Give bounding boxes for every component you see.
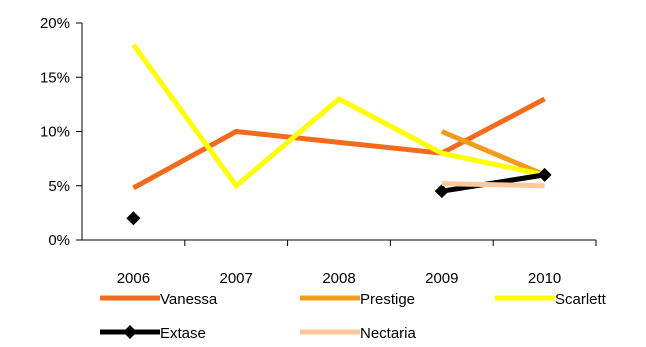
x-tick-label: 2010 <box>528 270 561 287</box>
legend-label: Prestige <box>360 291 415 308</box>
y-tick-label: 0% <box>48 232 70 249</box>
series-nectaria <box>441 181 545 189</box>
series-vanessa <box>132 96 546 191</box>
series-prestige <box>440 129 546 178</box>
series-scarlett <box>131 43 546 190</box>
y-tick-label: 10% <box>40 124 70 141</box>
series-line-scarlett <box>131 43 546 190</box>
legend-label: Extase <box>160 325 206 342</box>
legend-item-scarlett: Scarlett <box>495 291 607 308</box>
legend-item-extase: Extase <box>100 325 206 342</box>
x-tick-label: 2006 <box>117 270 150 287</box>
y-tick-label: 15% <box>40 69 70 86</box>
y-tick-label: 20% <box>40 15 70 32</box>
series-lines <box>126 43 552 226</box>
legend-label: Scarlett <box>555 291 607 308</box>
axes: 0% 5% 10% 15% 20% 2006 2007 2008 2009 2010 <box>40 15 597 287</box>
data-point-extase <box>537 167 552 182</box>
legend-item-vanessa: Vanessa <box>100 291 218 308</box>
legend-item-nectaria: Nectaria <box>300 325 417 342</box>
x-tick-label: 2009 <box>425 270 458 287</box>
legend-item-prestige: Prestige <box>300 291 415 308</box>
x-tick-label: 2007 <box>220 270 253 287</box>
legend: Vanessa Prestige Scarlett Extase Nectaria <box>100 291 607 342</box>
series-line-prestige <box>440 129 546 178</box>
x-tick-label: 2008 <box>322 270 355 287</box>
series-line-vanessa <box>132 96 546 191</box>
data-point-extase <box>126 211 141 226</box>
series-extase <box>126 167 552 226</box>
legend-label: Nectaria <box>360 325 417 342</box>
data-point-extase <box>434 184 449 199</box>
legend-label: Vanessa <box>160 291 218 308</box>
series-line-nectaria <box>441 181 545 189</box>
y-tick-label: 5% <box>48 178 70 195</box>
legend-marker <box>123 325 137 339</box>
